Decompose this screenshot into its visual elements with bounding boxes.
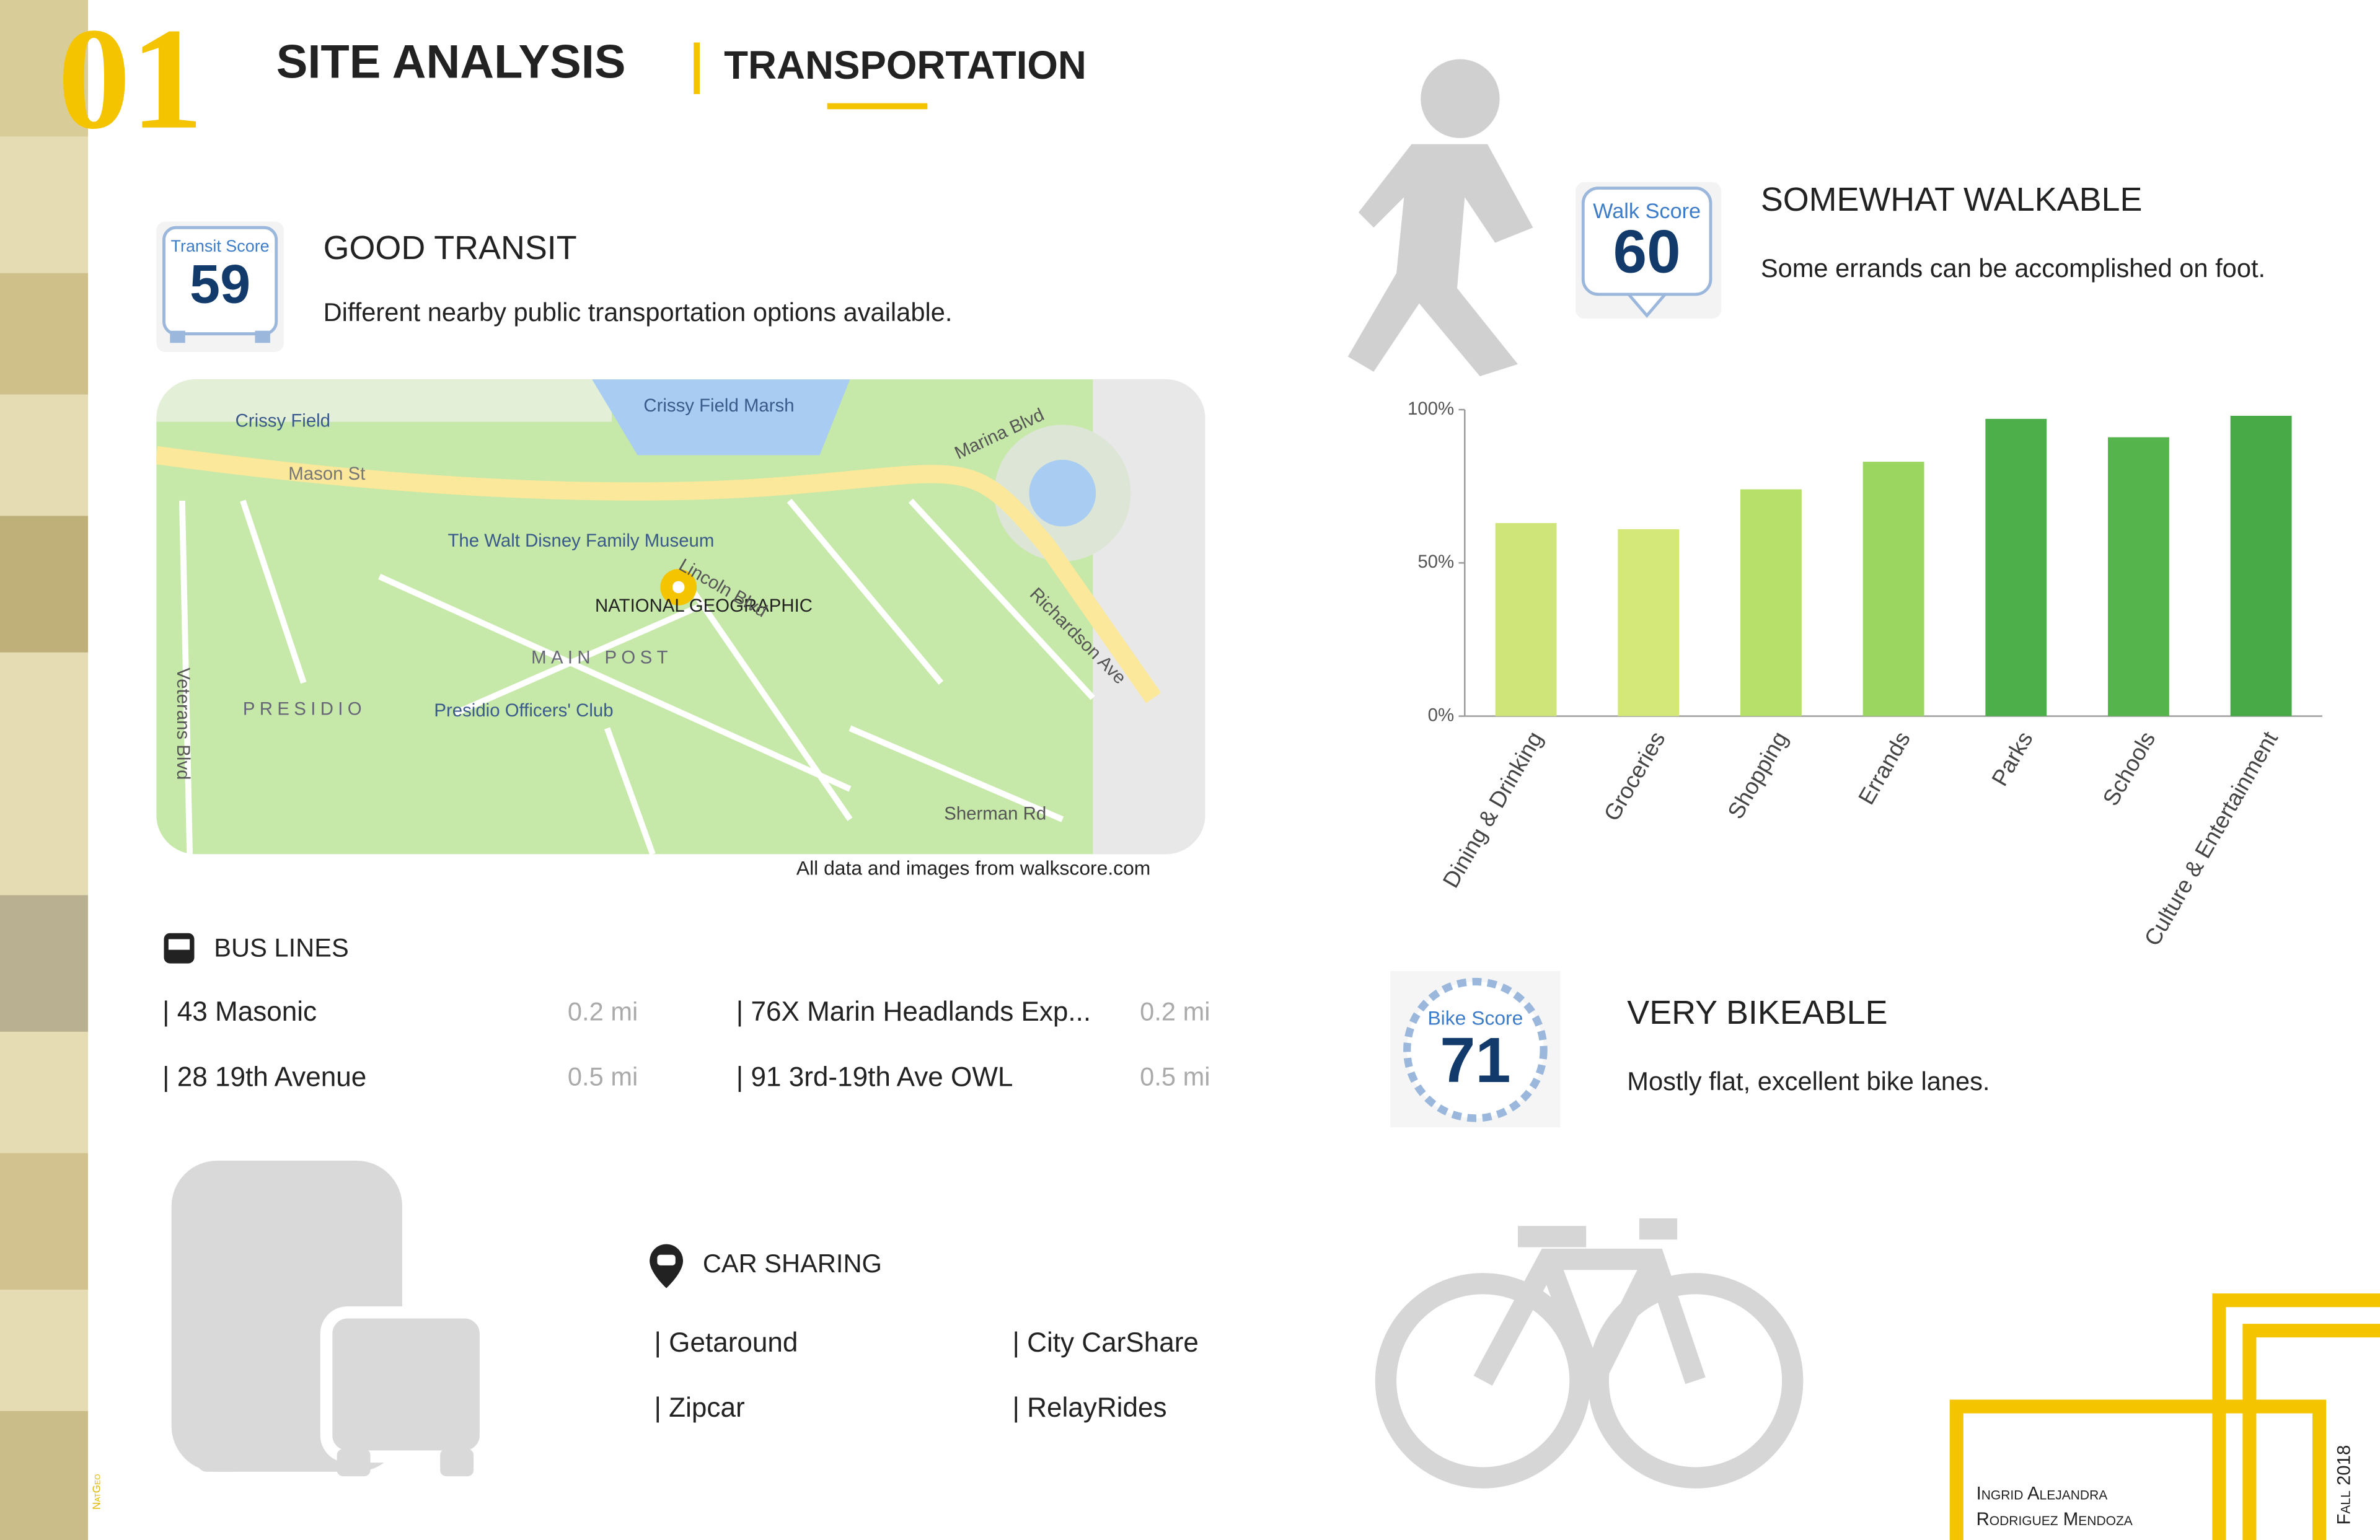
map-label: NATIONAL GEOGRAPHIC <box>595 596 813 616</box>
map-label: Crissy Field Marsh <box>643 395 794 416</box>
bus-distance: 0.5 mi <box>1140 1062 1210 1091</box>
bus-distance: 0.2 mi <box>1140 997 1210 1026</box>
heading: GOOD TRANSIT <box>324 229 577 266</box>
y-tick-label: 50% <box>1417 552 1454 572</box>
x-tick-label: Dining & Drinking <box>1438 727 1548 892</box>
map-credit: All data and images from walkscore.com <box>796 856 1150 879</box>
x-tick-label: Schools <box>2098 727 2161 810</box>
walker-icon <box>1347 59 1533 377</box>
bar <box>1985 418 2047 716</box>
subtitle: TRANSPORTATION <box>724 43 1086 87</box>
bus-car-icon <box>171 1160 492 1477</box>
bus-icon <box>164 933 195 964</box>
y-tick-label: 0% <box>1428 705 1454 725</box>
section-number: 01 <box>58 0 203 159</box>
car-service: | Getaround <box>654 1327 798 1358</box>
map-label: Veterans Blvd <box>173 667 193 780</box>
bus-line: | 76X Marin Headlands Exp... <box>736 997 1091 1027</box>
bike-icon <box>1375 1218 1804 1489</box>
badge-score: 59 <box>190 253 250 314</box>
footer-frame <box>1949 1293 2380 1540</box>
heading: SOMEWHAT WALKABLE <box>1761 181 2143 218</box>
transit-badge <box>156 221 284 352</box>
map-label: Mason St <box>288 464 365 484</box>
badge-score: 60 <box>1613 218 1681 286</box>
badge-label: Bike Score <box>1427 1007 1523 1029</box>
bus-line: | 28 19th Avenue <box>162 1062 366 1092</box>
title-divider <box>694 42 700 94</box>
x-tick-label: Shopping <box>1722 727 1792 823</box>
map-label: Sherman Rd <box>944 803 1046 824</box>
description: Some errands can be accomplished on foot… <box>1761 253 2265 283</box>
bar <box>1618 529 1680 716</box>
car-share-icon <box>650 1244 684 1288</box>
car-service: | City CarShare <box>1012 1327 1198 1358</box>
car-heading: CAR SHARING <box>703 1249 882 1278</box>
map-label: Crissy Field <box>236 410 330 431</box>
car-service: | Zipcar <box>654 1393 745 1423</box>
bus-heading: BUS LINES <box>214 933 348 962</box>
map-label: MAIN POST <box>531 647 672 667</box>
badge-label: Transit Score <box>171 237 270 255</box>
author: Ingrid Alejandra <box>1977 1483 2108 1503</box>
map-label: Presidio Officers' Club <box>434 700 613 721</box>
bus-distance: 0.5 mi <box>568 1062 638 1091</box>
sidebar-strip <box>0 0 89 1540</box>
bar <box>1495 523 1557 716</box>
map-label: PRESIDIO <box>243 699 366 719</box>
x-tick-label: Groceries <box>1599 727 1670 825</box>
map: Crissy Field Crissy Field Marsh Mason St… <box>156 379 1205 855</box>
bar <box>1862 462 1924 716</box>
bar <box>2230 415 2292 716</box>
x-tick-label: Parks <box>1986 727 2037 790</box>
walk-badge <box>1576 182 1722 319</box>
x-tick-label: Errands <box>1853 727 1915 809</box>
badge-label: Walk Score <box>1593 200 1701 223</box>
bike-badge <box>1390 970 1561 1128</box>
bar <box>1740 489 1802 716</box>
badge-score: 71 <box>1440 1024 1510 1096</box>
amenity-chart: 0% 50% 100% Dining & Drinking Groceries Shopp… <box>1408 398 2322 950</box>
bus-distance: 0.2 mi <box>568 997 638 1026</box>
description: Mostly flat, excellent bike lanes. <box>1627 1067 1990 1096</box>
car-service: | RelayRides <box>1012 1393 1166 1423</box>
author: Rodriguez Mendoza <box>1977 1509 2133 1529</box>
date: Fall 2018 <box>2334 1445 2354 1525</box>
bar <box>2108 437 2169 716</box>
description: Different nearby public transportation o… <box>324 297 953 327</box>
x-tick-label: Culture & Entertainment <box>2140 727 2283 950</box>
y-tick-label: 100% <box>1408 398 1454 419</box>
bus-line: | 43 Masonic <box>162 997 317 1027</box>
bus-line: | 91 3rd-19th Ave OWL <box>736 1062 1013 1092</box>
title: SITE ANALYSIS <box>276 35 626 88</box>
subtitle-underline <box>827 103 928 110</box>
sidebar-label: NatGeo <box>90 1474 102 1510</box>
heading: VERY BIKEABLE <box>1627 994 1887 1031</box>
map-label: The Walt Disney Family Museum <box>447 530 714 551</box>
